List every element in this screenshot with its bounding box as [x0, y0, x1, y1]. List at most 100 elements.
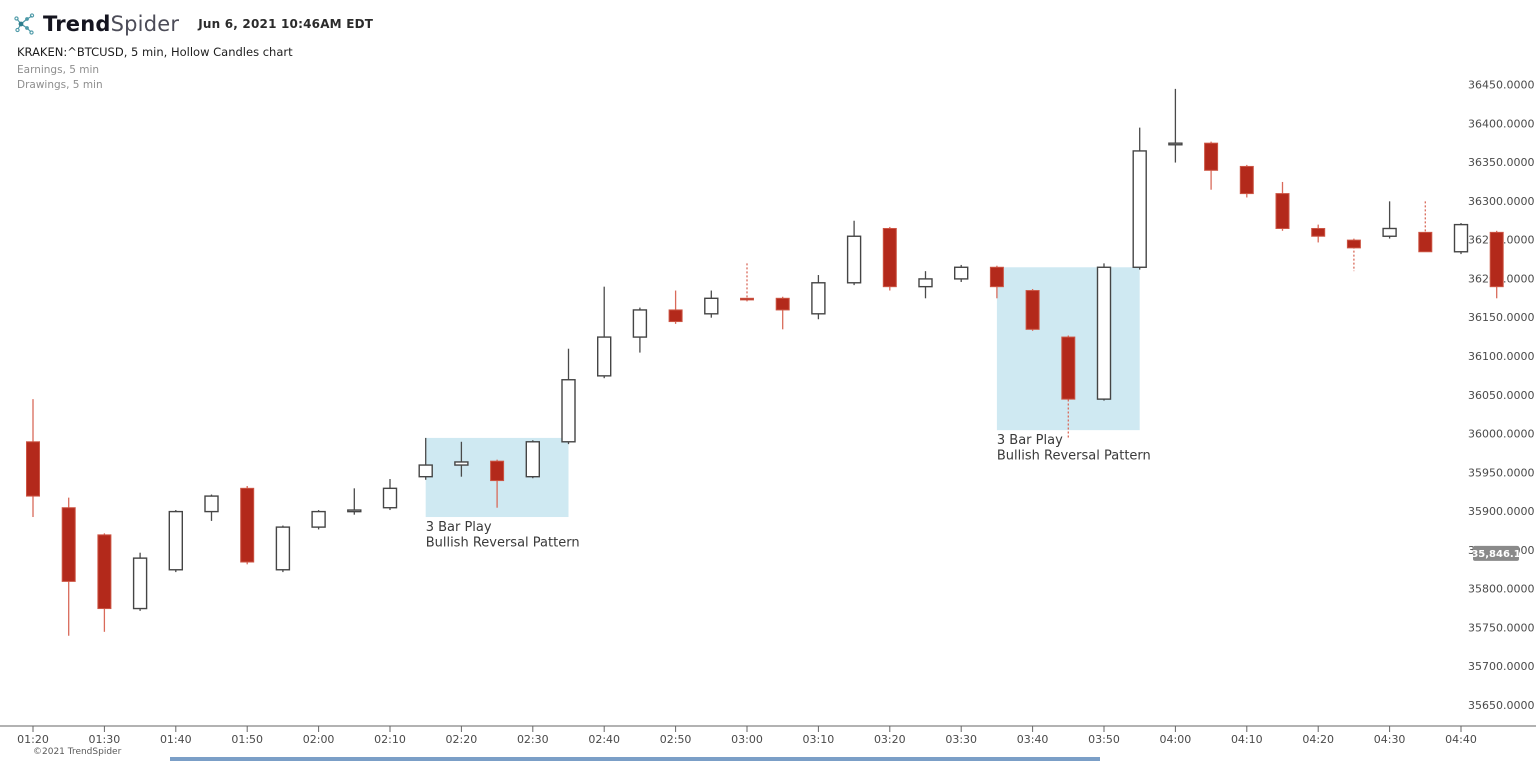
- candle-body: [525, 441, 540, 478]
- pattern-label: 3 Bar Play: [426, 520, 492, 535]
- candle: [1061, 335, 1076, 438]
- time-axis-label: 02:10: [374, 733, 406, 746]
- price-axis-label: 35650.0000: [1468, 699, 1534, 712]
- candle: [26, 399, 40, 518]
- candle-body: [454, 461, 469, 466]
- candle: [740, 263, 754, 303]
- time-axis-label: 04:40: [1445, 733, 1477, 746]
- candle-body: [132, 557, 148, 610]
- candle-body: [561, 379, 576, 443]
- candle-body: [311, 510, 326, 528]
- candle: [311, 510, 326, 530]
- price-axis-label: 36150.0000: [1468, 311, 1534, 324]
- price-axis-label: 35750.0000: [1468, 621, 1534, 634]
- pattern-label: 3 Bar Play: [997, 433, 1063, 448]
- candle: [240, 485, 255, 565]
- candle: [882, 226, 897, 291]
- header: TrendSpider Jun 6, 2021 10:46AM EDT: [14, 12, 373, 36]
- candle-body: [597, 336, 612, 377]
- price-axis-label: 36400.0000: [1468, 117, 1534, 130]
- candle: [347, 488, 362, 515]
- candle: [132, 552, 148, 611]
- price-axis-label: 36100.0000: [1468, 350, 1534, 363]
- candle: [525, 440, 540, 479]
- symbol-legend[interactable]: KRAKEN:^BTCUSD, 5 min, Hollow Candles ch…: [17, 45, 293, 59]
- time-axis-label: 03:20: [874, 733, 906, 746]
- price-axis-label: 35700.0000: [1468, 660, 1534, 673]
- candle-body: [1168, 142, 1183, 146]
- trendspider-logo-icon: [14, 12, 36, 36]
- chart-timestamp: Jun 6, 2021 10:46AM EDT: [198, 17, 374, 31]
- candle: [775, 296, 790, 330]
- candle: [168, 510, 184, 573]
- candle: [1346, 238, 1361, 272]
- time-axis-label: 04:10: [1231, 733, 1263, 746]
- candle: [1453, 223, 1469, 255]
- candle-body: [1096, 266, 1112, 400]
- time-axis-label: 03:40: [1017, 733, 1049, 746]
- candle: [61, 497, 76, 636]
- candle: [1489, 230, 1504, 299]
- price-axis-label: 36350.0000: [1468, 156, 1534, 169]
- price-axis-label: 36300.0000: [1468, 195, 1534, 208]
- indicator-earnings[interactable]: Earnings, 5 min: [17, 64, 100, 76]
- pattern-label: Bullish Reversal Pattern: [426, 536, 580, 551]
- candle-body: [97, 534, 112, 610]
- time-axis-label: 01:50: [231, 733, 263, 746]
- candle: [561, 348, 576, 445]
- time-axis-label: 04:30: [1374, 733, 1406, 746]
- candle: [275, 525, 291, 573]
- candle: [811, 275, 826, 320]
- candle: [954, 264, 969, 283]
- last-price-value: 35,846.1: [1471, 549, 1520, 560]
- candle-body: [882, 227, 897, 288]
- candle: [1311, 224, 1326, 243]
- price-axis-label: 36050.0000: [1468, 389, 1534, 402]
- candle-body: [1311, 227, 1326, 237]
- time-axis-label: 02:20: [446, 733, 478, 746]
- price-axis-label: 35900.0000: [1468, 505, 1534, 518]
- candle: [1382, 201, 1397, 239]
- price-axis-label: 36450.0000: [1468, 79, 1534, 92]
- indicator-drawings[interactable]: Drawings, 5 min: [17, 79, 103, 91]
- candle: [490, 459, 505, 508]
- candle-body: [704, 297, 719, 315]
- candle: [418, 437, 433, 480]
- candle-body: [918, 278, 933, 288]
- candle-body: [1489, 231, 1504, 288]
- time-axis-label: 01:30: [89, 733, 121, 746]
- candle: [597, 286, 612, 379]
- time-axis-label: 01:40: [160, 733, 192, 746]
- time-axis-label: 02:50: [660, 733, 692, 746]
- candle: [1168, 88, 1183, 163]
- candle-body: [1204, 142, 1219, 171]
- time-axis-label: 03:30: [945, 733, 977, 746]
- candle-body: [275, 526, 291, 571]
- candle: [918, 271, 933, 299]
- candle-body: [347, 509, 362, 513]
- price-axis-label: 35800.0000: [1468, 583, 1534, 596]
- bottom-scrollbar[interactable]: [170, 757, 1100, 761]
- candle-body: [1346, 239, 1361, 249]
- candle-body: [954, 266, 969, 280]
- candle-body: [632, 309, 648, 338]
- time-axis-label: 04:20: [1302, 733, 1334, 746]
- candle: [204, 494, 219, 521]
- candle-body: [740, 297, 754, 301]
- price-axis-label: 36000.0000: [1468, 428, 1534, 441]
- candle-body: [1275, 193, 1290, 229]
- candle: [704, 290, 719, 318]
- candle: [1132, 127, 1147, 270]
- candle-body: [989, 266, 1004, 288]
- candle-body: [1025, 290, 1040, 330]
- candle-body: [811, 282, 826, 315]
- candle-body: [168, 510, 184, 571]
- candle: [454, 441, 469, 477]
- time-axis-label: 01:20: [17, 733, 49, 746]
- last-price-badge: [1473, 545, 1519, 561]
- candle: [632, 307, 648, 353]
- candle-body: [846, 235, 862, 284]
- time-axis-label: 02:00: [303, 733, 335, 746]
